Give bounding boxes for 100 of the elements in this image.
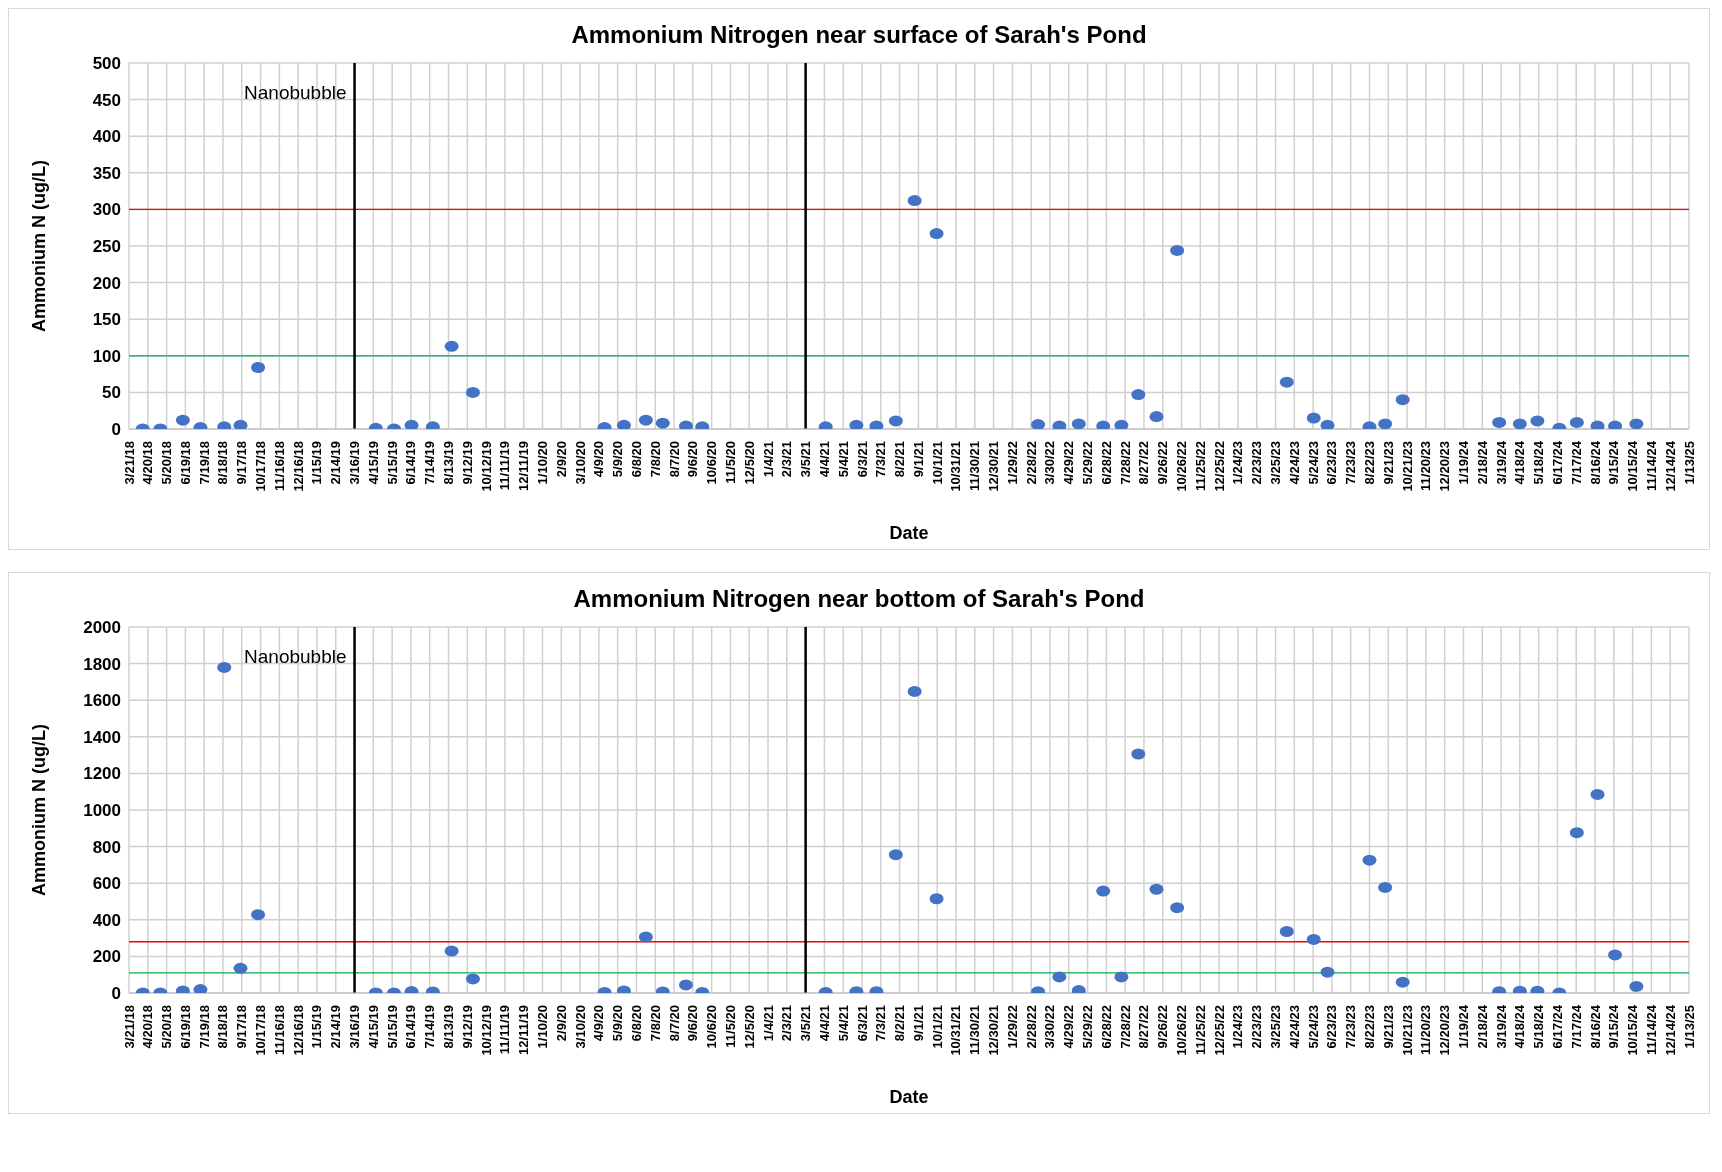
point [1071,418,1086,429]
x-tick-label: 5/4/21 [835,1005,851,1042]
x-tick-label: 11/5/20 [722,1005,738,1048]
x-tick-label: 2/14/19 [328,1005,344,1049]
point [1378,418,1393,429]
y-tick-label: 400 [92,127,121,147]
x-tick-label: 9/26/22 [1155,441,1171,485]
x-tick-label: 9/26/22 [1155,1005,1171,1049]
x-tick-label: 10/1/21 [929,1005,945,1049]
x-tick-label: 2/28/22 [1023,441,1039,485]
point [1149,411,1164,423]
x-tick-label: 8/7/20 [666,1005,682,1042]
x-tick-label: 10/1/21 [929,441,945,485]
x-tick-label: 10/12/19 [478,441,494,492]
point [1629,980,1644,992]
x-tick-label: 9/1/21 [910,1005,926,1042]
point [1096,885,1111,897]
x-axis-title: Date [889,1087,929,1107]
point [1629,418,1644,429]
ref-line-label: Nanobubble [244,646,347,667]
x-tick-label: 7/8/20 [647,441,663,478]
ref-line-label: Nanobubble [244,82,347,103]
x-tick-label: 4/4/21 [816,441,832,478]
x-tick-label: 7/3/21 [873,1005,889,1042]
x-tick-label: 2/18/24 [1474,440,1490,485]
x-tick-label: 8/16/24 [1587,1004,1603,1049]
x-tick-label: 12/16/18 [290,1005,306,1056]
x-tick-label: 8/18/18 [215,441,231,485]
x-tick-label: 6/19/18 [177,441,193,485]
x-tick-label: 10/21/23 [1399,1005,1415,1056]
x-tick-label: 5/20/18 [159,1005,175,1049]
x-tick-label: 5/20/18 [159,441,175,485]
x-tick-label: 6/28/22 [1098,441,1114,485]
x-axis-title: Date [889,523,929,543]
x-tick-label: 4/20/18 [140,441,156,485]
x-tick-label: 12/30/21 [986,441,1002,492]
x-tick-label: 10/6/20 [704,1005,720,1049]
point [888,849,903,861]
x-tick-label: 12/11/19 [516,1005,532,1055]
x-tick-label: 5/24/23 [1305,1005,1321,1049]
x-tick-label: 6/14/19 [403,1005,419,1049]
x-tick-label: 8/2/21 [892,1005,908,1042]
x-tick-label: 5/4/21 [835,441,851,478]
x-tick-label: 8/13/19 [441,441,457,485]
x-tick-label: 10/12/19 [478,1005,494,1056]
x-tick-label: 5/18/24 [1531,1004,1547,1049]
x-tick-label: 4/15/19 [365,1005,381,1049]
point [1608,949,1623,961]
x-tick-label: 7/23/23 [1343,441,1359,485]
x-tick-label: 8/27/22 [1136,441,1152,485]
x-tick-label: 9/6/20 [685,441,701,478]
x-tick-label: 9/12/19 [459,1005,475,1049]
x-tick-label: 3/21/18 [121,1005,137,1049]
x-tick-label: 1/10/20 [534,441,550,485]
point [1306,412,1321,424]
x-tick-label: 6/3/21 [854,1005,870,1042]
x-tick-label: 2/28/22 [1023,1005,1039,1049]
x-tick-label: 11/16/18 [271,1005,287,1055]
x-tick-label: 10/26/22 [1174,441,1190,492]
x-tick-label: 6/3/21 [854,441,870,478]
x-tick-label: 5/9/20 [610,1005,626,1042]
point [1052,971,1067,983]
x-tick-label: 9/21/23 [1380,441,1396,485]
x-tick-label: 3/10/20 [572,1005,588,1049]
y-tick-label: 0 [111,420,121,440]
x-tick-label: 10/26/22 [1174,1005,1190,1056]
y-tick-label: 450 [92,90,121,110]
x-tick-label: 10/31/21 [948,1005,964,1056]
x-tick-label: 4/24/23 [1286,1005,1302,1049]
x-tick-label: 1/19/24 [1455,1004,1471,1049]
x-tick-label: 5/9/20 [610,441,626,478]
x-tick-label: 8/22/23 [1361,1005,1377,1049]
point [1569,827,1584,839]
y-tick-label: 250 [92,237,121,257]
point [1131,748,1146,760]
point [251,362,266,374]
x-tick-label: 12/14/24 [1662,440,1678,492]
x-tick-label: 2/3/21 [779,441,795,478]
x-tick-label: 8/16/24 [1587,440,1603,485]
x-tick-label: 11/14/24 [1643,440,1659,491]
point [1306,933,1321,945]
x-tick-label: 5/18/24 [1531,440,1547,485]
x-tick-label: 3/25/23 [1268,441,1284,485]
x-tick-label: 1/10/20 [534,1005,550,1049]
point [175,414,190,426]
x-tick-label: 7/19/18 [196,441,212,485]
x-tick-label: 4/20/18 [140,1005,156,1049]
y-tick-label: 200 [92,273,121,293]
x-tick-label: 12/30/21 [986,1005,1002,1056]
x-tick-label: 3/30/22 [1042,441,1058,485]
y-tick-label: 300 [92,200,121,220]
point [1279,926,1294,938]
point [444,945,459,957]
x-tick-label: 11/30/21 [967,441,983,491]
x-tick-label: 10/17/18 [253,1005,269,1056]
x-tick-label: 1/24/23 [1230,441,1246,485]
x-tick-label: 12/20/23 [1437,441,1453,492]
x-tick-label: 11/11/19 [497,1005,513,1055]
x-tick-label: 11/16/18 [271,441,287,491]
x-tick-label: 2/14/19 [328,441,344,485]
